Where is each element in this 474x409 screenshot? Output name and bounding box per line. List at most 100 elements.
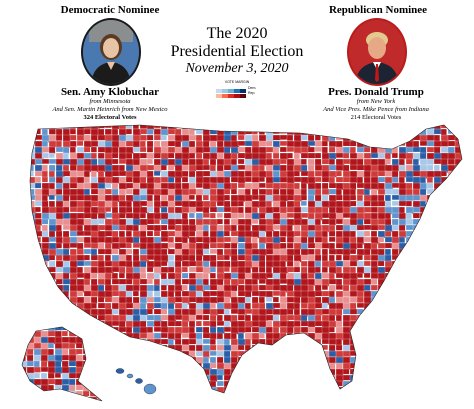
county <box>202 290 211 297</box>
county <box>223 182 232 190</box>
county <box>125 362 134 371</box>
county <box>363 170 371 178</box>
county <box>146 356 153 364</box>
county <box>146 338 155 347</box>
county <box>251 188 259 196</box>
county <box>405 386 413 393</box>
county <box>62 164 70 172</box>
county <box>300 248 309 256</box>
county <box>300 212 309 219</box>
county <box>167 254 175 261</box>
county <box>48 320 56 329</box>
county <box>377 176 386 183</box>
county <box>349 152 358 159</box>
county <box>356 254 363 261</box>
county <box>279 326 288 334</box>
county <box>76 152 85 159</box>
county <box>447 125 456 130</box>
county <box>97 218 105 225</box>
county <box>363 326 374 334</box>
county <box>314 386 322 393</box>
legend-rep-swatch <box>234 94 240 98</box>
county <box>139 266 147 274</box>
county <box>398 164 406 172</box>
county <box>90 368 100 375</box>
county <box>426 248 434 255</box>
county <box>223 356 231 364</box>
county <box>97 278 106 286</box>
election-date: November 3, 2020 <box>185 61 289 76</box>
county <box>300 176 309 185</box>
county <box>146 260 155 268</box>
county <box>230 356 238 364</box>
county <box>356 164 365 171</box>
county <box>55 134 63 141</box>
county <box>342 284 350 292</box>
county <box>461 380 462 389</box>
county <box>433 290 443 299</box>
county <box>118 152 127 160</box>
county <box>118 194 126 202</box>
county <box>384 170 393 177</box>
county <box>335 248 345 255</box>
county <box>279 392 288 393</box>
county <box>41 128 48 136</box>
county <box>293 176 302 183</box>
county <box>398 212 406 220</box>
county <box>111 230 119 238</box>
county <box>174 320 182 327</box>
county <box>30 125 36 130</box>
county <box>188 260 197 267</box>
county <box>272 176 281 183</box>
county <box>251 386 260 393</box>
county <box>384 296 392 304</box>
county <box>440 392 448 393</box>
county <box>33 354 42 362</box>
county <box>279 290 286 297</box>
county <box>75 348 83 355</box>
county <box>216 380 224 387</box>
county <box>153 206 161 214</box>
county <box>97 188 106 196</box>
county <box>41 392 50 393</box>
county <box>167 266 175 273</box>
county <box>405 314 416 323</box>
county <box>75 342 83 349</box>
county <box>279 188 287 196</box>
county <box>356 272 363 279</box>
county <box>55 230 63 238</box>
county <box>195 290 203 298</box>
county <box>335 308 343 316</box>
county <box>272 128 280 135</box>
county <box>188 248 196 256</box>
county <box>321 338 330 345</box>
county <box>202 218 211 226</box>
county <box>202 392 210 393</box>
county <box>447 308 457 316</box>
county <box>125 212 134 219</box>
county <box>265 260 274 268</box>
county <box>328 344 336 352</box>
county <box>195 326 203 333</box>
county <box>307 248 315 255</box>
county <box>314 128 324 135</box>
county <box>384 188 393 195</box>
county <box>209 188 217 197</box>
county <box>69 320 78 329</box>
county <box>384 125 393 130</box>
county <box>461 272 462 281</box>
county <box>454 212 462 219</box>
county <box>433 320 440 329</box>
county <box>279 146 287 153</box>
county <box>461 308 462 316</box>
county <box>132 290 139 297</box>
county <box>440 374 449 383</box>
county <box>160 284 167 291</box>
county <box>398 224 406 232</box>
county <box>174 290 182 298</box>
county <box>412 320 422 327</box>
county <box>237 158 245 165</box>
county <box>209 350 217 356</box>
county <box>89 366 100 373</box>
county <box>97 182 107 189</box>
